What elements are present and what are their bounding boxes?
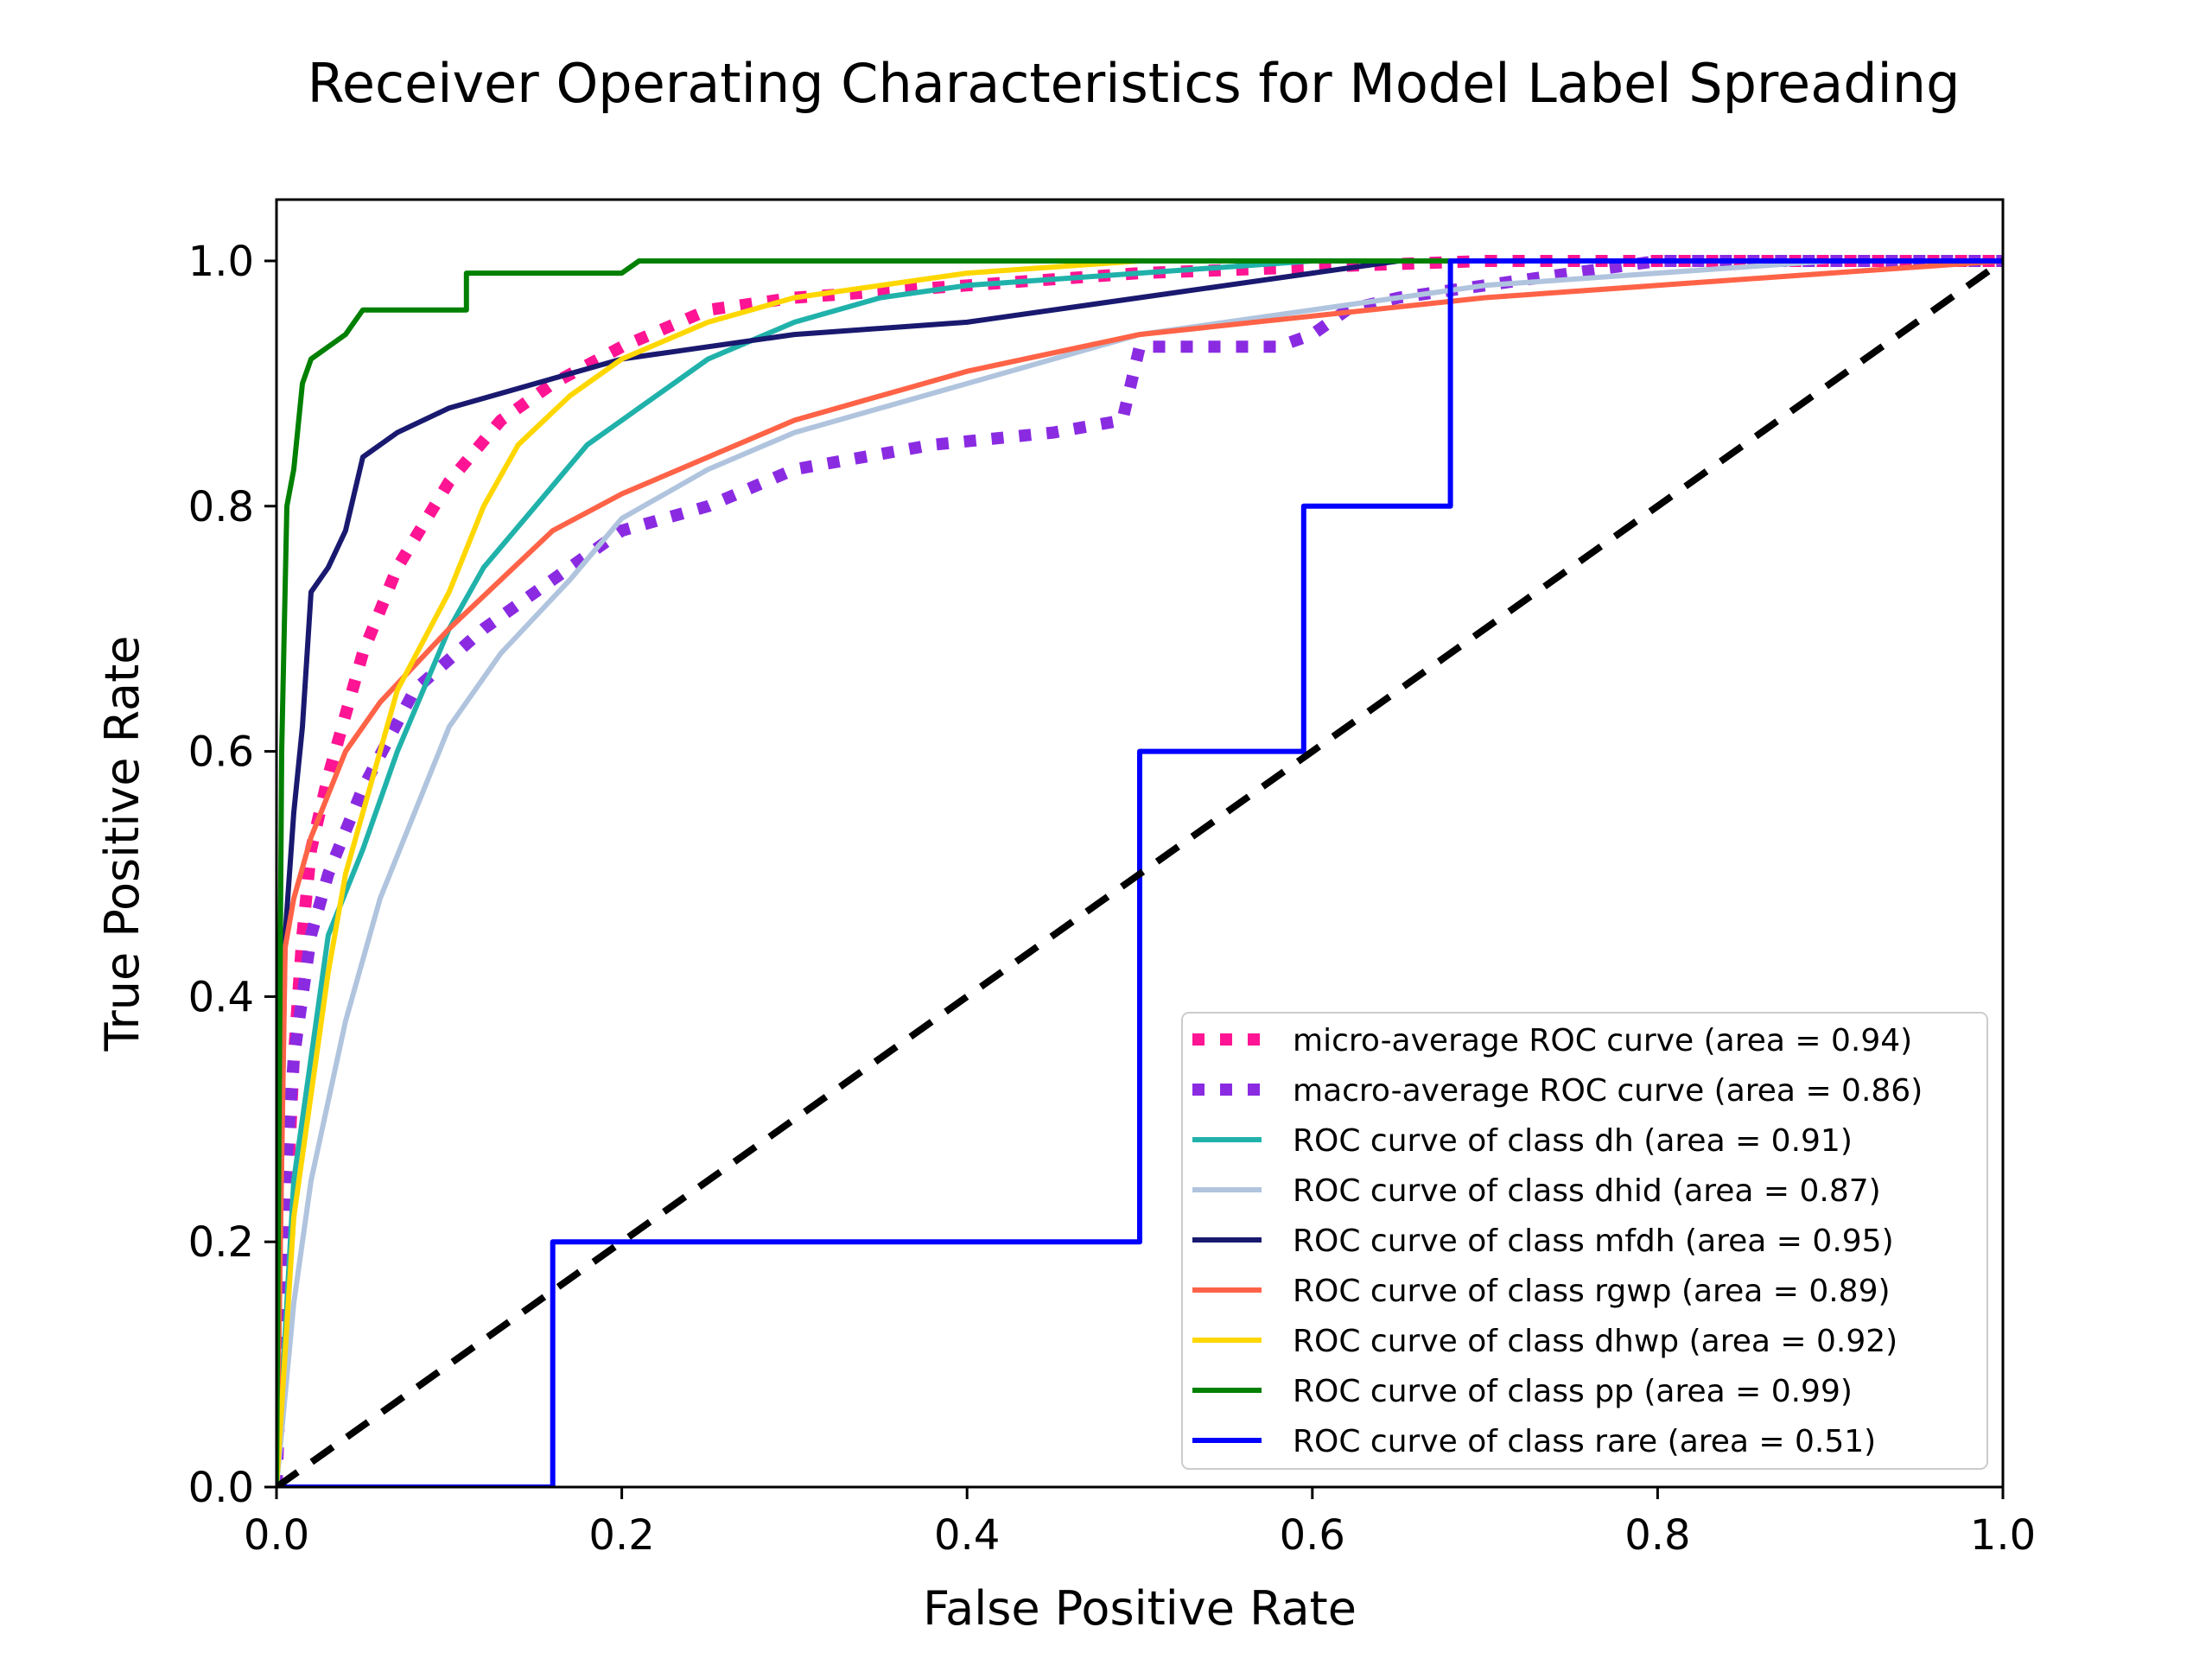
- y-axis-label: True Positive Rate: [95, 635, 149, 1052]
- legend-label-8: ROC curve of class rare (area = 0.51): [1293, 1424, 1876, 1459]
- legend-label-5: ROC curve of class rgwp (area = 0.89): [1293, 1274, 1891, 1309]
- y-tick-label-2: 0.4: [188, 973, 254, 1021]
- series-line-5: [276, 258, 2003, 1487]
- series-line-7: [276, 258, 2003, 1487]
- series-line-6: [276, 258, 2003, 1487]
- y-tick-label-0: 0.0: [188, 1464, 254, 1512]
- x-tick-label-1: 0.2: [588, 1511, 654, 1560]
- chart-title: Receiver Operating Characteristics for M…: [308, 52, 1961, 115]
- x-tick-label-4: 0.8: [1624, 1511, 1690, 1560]
- x-tick-label-2: 0.4: [934, 1511, 1000, 1560]
- legend-label-7: ROC curve of class pp (area = 0.99): [1293, 1374, 1853, 1409]
- legend-label-6: ROC curve of class dhwp (area = 0.92): [1293, 1324, 1897, 1359]
- x-tick-label-0: 0.0: [244, 1511, 309, 1560]
- ticks-layer: 0.0 0.2 0.4 0.6 0.8 1.0 0.0 0.2 0.4 0.6 0.8 1.0: [188, 238, 2037, 1560]
- y-tick-label-4: 0.8: [188, 483, 254, 531]
- series-line-4: [276, 258, 2003, 1487]
- y-tick-label-1: 0.2: [188, 1218, 254, 1267]
- legend-label-3: ROC curve of class dhid (area = 0.87): [1293, 1173, 1881, 1209]
- x-tick-label-5: 1.0: [1970, 1511, 2036, 1560]
- legend-label-4: ROC curve of class mfdh (area = 0.95): [1293, 1224, 1894, 1259]
- x-axis-label: False Positive Rate: [923, 1581, 1357, 1636]
- legend-box: [1181, 1012, 1988, 1470]
- series-layer: [276, 255, 2003, 1487]
- series-line-8: [276, 258, 2003, 1487]
- legend-label-1: macro-average ROC curve (area = 0.86): [1293, 1073, 1923, 1109]
- y-tick-label-3: 0.6: [188, 728, 254, 777]
- plot-frame: [275, 198, 2005, 1489]
- x-tick-label-3: 0.6: [1280, 1511, 1345, 1560]
- legend: micro-average ROC curve (area = 0.94) mac…: [1181, 1012, 1988, 1470]
- series-line-3: [276, 258, 2003, 1487]
- reference-diagonal-line: [276, 257, 2003, 1487]
- y-tick-label-5: 1.0: [188, 238, 254, 286]
- legend-label-0: micro-average ROC curve (area = 0.94): [1293, 1023, 1912, 1058]
- legend-label-2: ROC curve of class dh (area = 0.91): [1293, 1123, 1853, 1159]
